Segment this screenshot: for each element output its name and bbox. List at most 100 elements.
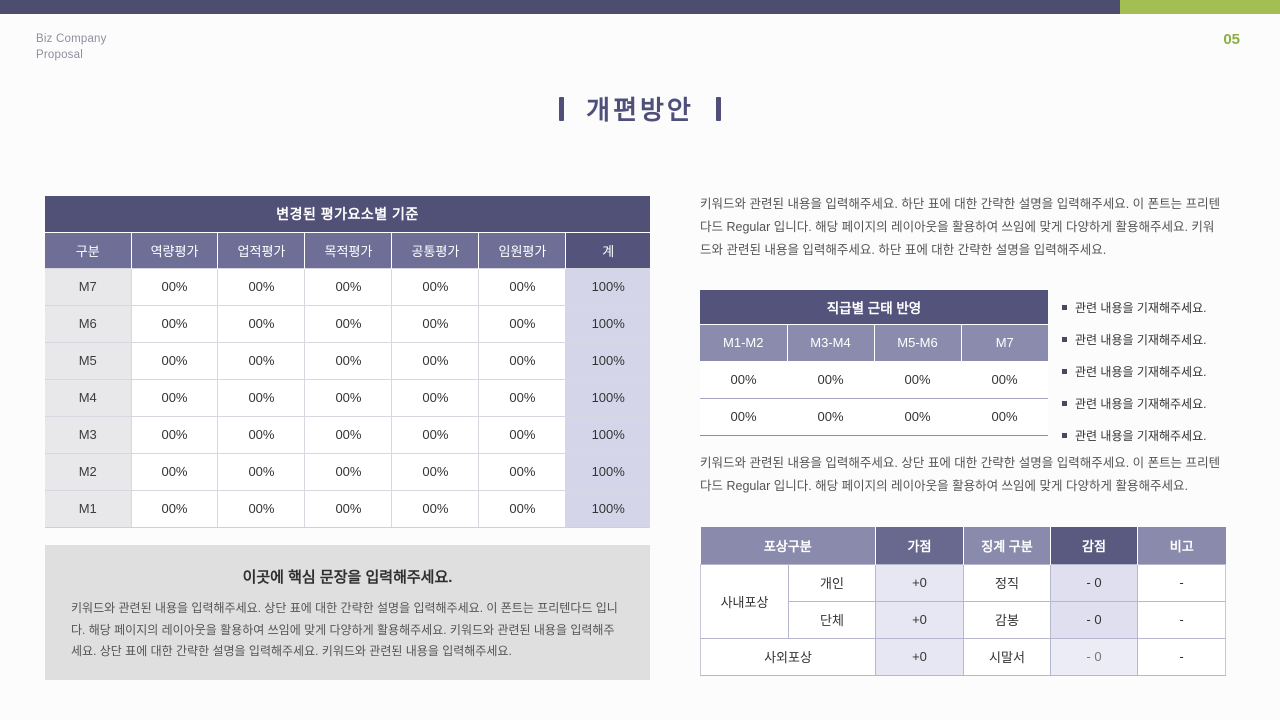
- table-cell: 00%: [478, 267, 567, 306]
- row-label: M3: [45, 415, 132, 454]
- evaluation-criteria-table: 변경된 평가요소별 기준 구분 역량평가 업적평가 목적평가 공통평가 임원평가…: [45, 196, 650, 528]
- table-row: M5 00% 00% 00% 00% 00% 100%: [45, 341, 650, 380]
- table-cell: 00%: [478, 341, 567, 380]
- table-cell: - 0: [1050, 637, 1138, 676]
- table-cell: 00%: [700, 361, 787, 399]
- bullet-text: 관련 내용을 기재해주세요.: [1075, 397, 1207, 411]
- table-cell: 00%: [961, 398, 1048, 436]
- table-cell: 시말서: [963, 637, 1051, 676]
- table-cell: +0: [875, 637, 964, 676]
- table-cell: 00%: [217, 304, 306, 343]
- table-row: 단체 +0 감봉 - 0 -: [701, 600, 1226, 639]
- table-cell: -: [1137, 563, 1226, 602]
- table-row: M4 00% 00% 00% 00% 00% 100%: [45, 378, 650, 417]
- column-header: 공통평가: [391, 232, 479, 268]
- table-cell: 00%: [874, 398, 961, 436]
- title-bar-right-icon: [715, 96, 721, 121]
- table-cell: 00%: [478, 304, 567, 343]
- table-cell: 00%: [391, 267, 480, 306]
- bullet-square-icon: [1062, 433, 1067, 438]
- table-cell: 00%: [787, 398, 874, 436]
- bullet-square-icon: [1062, 401, 1067, 406]
- list-item: 관련 내용을 기재해주세요.: [1062, 331, 1232, 348]
- column-header: 비고: [1137, 527, 1226, 564]
- row-total: 100%: [565, 489, 650, 528]
- row-label: M1: [45, 489, 132, 528]
- table-cell: 00%: [304, 267, 393, 306]
- table-row: M6 00% 00% 00% 00% 00% 100%: [45, 304, 650, 343]
- column-header: M3-M4: [786, 324, 874, 361]
- table-cell: +0: [875, 563, 964, 602]
- table-cell: 00%: [217, 489, 306, 528]
- bullet-text: 관련 내용을 기재해주세요.: [1075, 333, 1207, 347]
- key-message-title: 이곳에 핵심 문장을 입력해주세요.: [242, 569, 453, 586]
- table-row: M7 00% 00% 00% 00% 00% 100%: [45, 267, 650, 306]
- description-middle: 키워드와 관련된 내용을 입력해주세요. 상단 표에 대한 간략한 설명을 입력…: [700, 456, 1221, 494]
- table-cell: - 0: [1050, 563, 1138, 602]
- row-label: M2: [45, 452, 132, 491]
- table-cell: 00%: [130, 489, 219, 528]
- table-cell: 00%: [478, 415, 567, 454]
- table-header-row: M1-M2 M3-M4 M5-M6 M7: [700, 324, 1048, 361]
- table-title-row: 직급별 근태 반영: [700, 290, 1048, 325]
- bullet-list: 관련 내용을 기재해주세요. 관련 내용을 기재해주세요. 관련 내용을 기재해…: [1062, 299, 1232, 459]
- column-header: 역량평가: [130, 232, 218, 268]
- row-label: M7: [45, 267, 132, 306]
- column-header: 감점: [1050, 527, 1138, 564]
- top-bar: [0, 0, 1280, 14]
- column-header: 포상구분: [700, 527, 876, 564]
- bullet-square-icon: [1062, 305, 1067, 310]
- table-cell: 00%: [304, 452, 393, 491]
- list-item: 관련 내용을 기재해주세요.: [1062, 395, 1232, 412]
- column-header: 목적평가: [304, 232, 392, 268]
- table-cell: 00%: [130, 378, 219, 417]
- table-title: 직급별 근태 반영: [700, 290, 1048, 325]
- row-group-label: 사외포상: [700, 637, 876, 676]
- column-header: 징계 구분: [963, 527, 1051, 564]
- table-cell: 00%: [304, 304, 393, 343]
- row-total: 100%: [565, 415, 650, 454]
- table-cell: 00%: [304, 415, 393, 454]
- list-item: 관련 내용을 기재해주세요.: [1062, 363, 1232, 380]
- table-cell: 00%: [391, 415, 480, 454]
- bullet-square-icon: [1062, 369, 1067, 374]
- column-header: 임원평가: [478, 232, 566, 268]
- page-title-text: 개편방안: [586, 95, 694, 125]
- table-cell: 00%: [217, 267, 306, 306]
- table-cell: 00%: [130, 267, 219, 306]
- brand-text: Biz Company Proposal: [36, 31, 107, 63]
- table-header-row: 구분 역량평가 업적평가 목적평가 공통평가 임원평가 계: [45, 232, 650, 268]
- table-cell: 00%: [478, 489, 567, 528]
- table-cell: 00%: [304, 341, 393, 380]
- table-cell: 00%: [130, 341, 219, 380]
- column-header: 업적평가: [217, 232, 305, 268]
- description-top: 키워드와 관련된 내용을 입력해주세요. 하단 표에 대한 간략한 설명을 입력…: [700, 197, 1221, 258]
- table-title-row: 변경된 평가요소별 기준: [45, 196, 650, 233]
- row-label: M4: [45, 378, 132, 417]
- table-cell: 00%: [700, 398, 787, 436]
- row-total: 100%: [565, 452, 650, 491]
- row-label: M5: [45, 341, 132, 380]
- column-header: M1-M2: [700, 324, 787, 361]
- table-cell: 00%: [130, 452, 219, 491]
- key-message-box: 이곳에 핵심 문장을 입력해주세요. 키워드와 관련된 내용을 입력해주세요. …: [45, 545, 650, 680]
- column-header: M7: [960, 324, 1048, 361]
- table-cell: -: [1137, 600, 1226, 639]
- brand-line1: Biz Company: [36, 33, 107, 45]
- table-cell: 00%: [217, 415, 306, 454]
- reward-table: 포상구분 가점 징계 구분 감점 비고 사내포상 개인 +0 정직 - 0 -: [700, 527, 1226, 676]
- table-cell: 00%: [874, 361, 961, 399]
- attendance-table-wrap: 직급별 근태 반영 M1-M2 M3-M4 M5-M6 M7 00% 00% 0…: [700, 290, 1048, 436]
- column-header: M5-M6: [873, 324, 961, 361]
- row-label: M6: [45, 304, 132, 343]
- table-cell: 00%: [304, 378, 393, 417]
- table-row: 00% 00% 00% 00%: [700, 398, 1048, 436]
- table-header-row: 포상구분 가점 징계 구분 감점 비고: [700, 527, 1226, 564]
- bullet-text: 관련 내용을 기재해주세요.: [1075, 429, 1207, 443]
- row-group-label: 사내포상: [700, 563, 789, 639]
- table-row: 00% 00% 00% 00%: [700, 361, 1048, 399]
- bullet-square-icon: [1062, 337, 1067, 342]
- table-cell: 00%: [217, 341, 306, 380]
- table-cell: 감봉: [963, 600, 1051, 639]
